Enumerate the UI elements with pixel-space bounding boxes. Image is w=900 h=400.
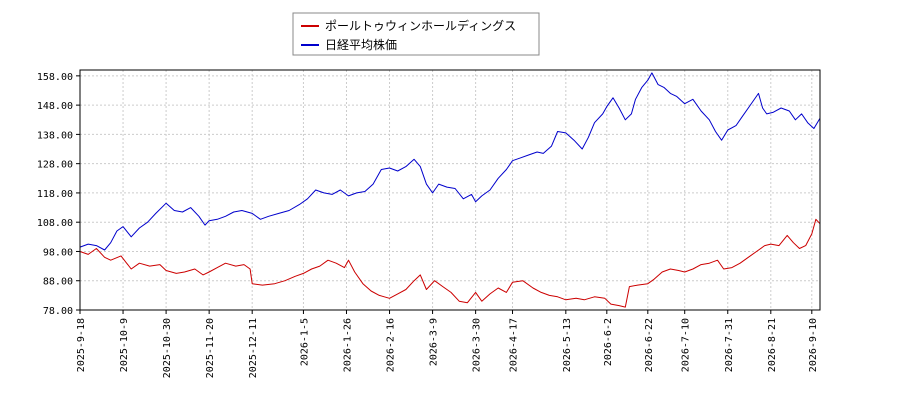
- y-axis-ticks: 158.00 148.00 138.00 128.00 118.00 108.00 98.0…: [37, 72, 80, 317]
- plot-area-background: [80, 70, 820, 310]
- x-tick-label: 2026-8-21: [767, 318, 778, 372]
- x-tick-label: 2026-1-5: [299, 318, 310, 366]
- series-line-1: [79, 218, 821, 308]
- x-tick-label: 2026-5-13: [562, 318, 573, 372]
- x-tick-label: 2025-11-20: [205, 318, 216, 378]
- y-tick-label: 118.00: [37, 189, 73, 200]
- legend-box: [292, 12, 540, 56]
- legend-label-series-1: ポールトゥウィンホールディングス: [325, 18, 516, 33]
- x-tick-label: 2025-10-30: [162, 318, 173, 378]
- x-tick-label: 2026-3-9: [429, 318, 440, 366]
- x-tick-label: 2026-6-22: [644, 318, 655, 372]
- y-tick-label: 138.00: [37, 130, 73, 141]
- y-tick-label: 108.00: [37, 218, 73, 229]
- x-tick-label: 2026-7-10: [681, 318, 692, 372]
- y-tick-label: 88.00: [43, 277, 73, 288]
- series-lines: [79, 72, 821, 308]
- x-tick-label: 2026-2-16: [386, 318, 397, 372]
- y-tick-label: 128.00: [37, 160, 73, 171]
- y-tick-label: 98.00: [43, 247, 73, 258]
- x-tick-label: 2025-10-9: [119, 318, 130, 372]
- x-tick-label: 2026-4-17: [509, 318, 520, 372]
- y-tick-label: 158.00: [37, 72, 73, 83]
- x-tick-label: 2025-12-11: [248, 318, 259, 378]
- y-tick-label: 78.00: [43, 306, 73, 317]
- series-line-2: [79, 72, 821, 251]
- x-tick-label: 2026-9-10: [808, 318, 819, 372]
- plot-area-frame: [79, 69, 821, 311]
- legend-label-series-2: 日経平均株価: [325, 37, 397, 52]
- x-tick-label: 2026-1-26: [342, 318, 353, 372]
- y-tick-label: 148.00: [37, 101, 73, 112]
- x-tick-label: 2026-3-30: [472, 318, 483, 372]
- x-tick-label: 2025-9-18: [76, 318, 87, 372]
- x-axis-ticks: 2025-9-18 2025-10-9 2025-10-30 2025-11-20 20…: [76, 310, 819, 378]
- x-tick-label: 2026-7-31: [724, 318, 735, 372]
- legend: ポールトゥウィンホールディングス 日経平均株価: [292, 12, 540, 56]
- x-tick-label: 2026-6-2: [603, 318, 614, 366]
